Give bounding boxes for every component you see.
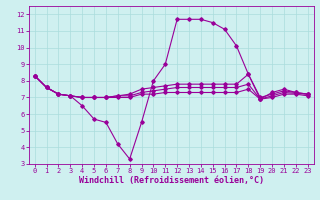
X-axis label: Windchill (Refroidissement éolien,°C): Windchill (Refroidissement éolien,°C) bbox=[79, 176, 264, 185]
